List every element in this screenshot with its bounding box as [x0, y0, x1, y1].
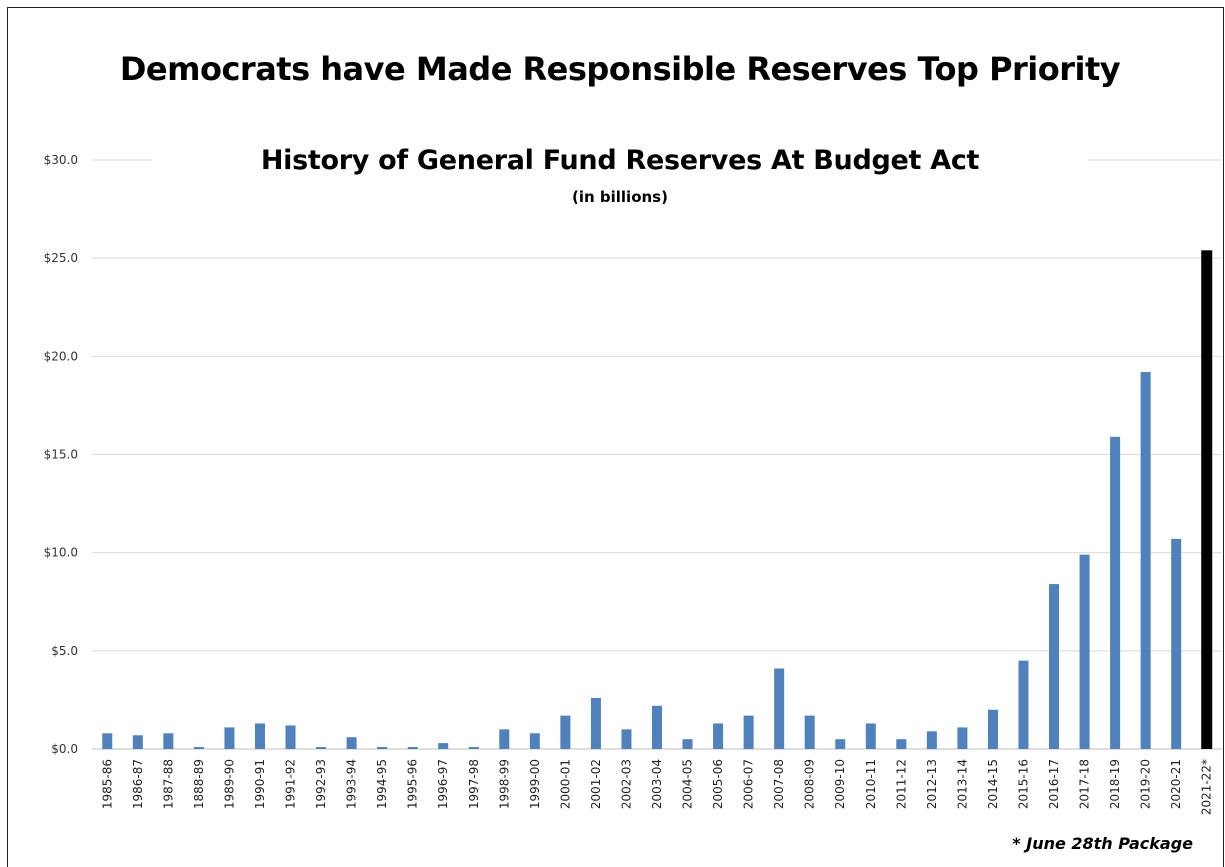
bar-1993-94: [346, 737, 357, 749]
bar-2011-12: [896, 739, 907, 749]
bar-1996-97: [438, 743, 449, 749]
x-tick-label: 2007-08: [772, 759, 786, 809]
bar-2017-18: [1079, 554, 1090, 749]
bar-2013-14: [957, 727, 968, 749]
x-tick-label: 1985-86: [100, 759, 114, 809]
bar-1989-90: [224, 727, 235, 749]
x-tick-label: 2010-11: [864, 759, 878, 809]
x-tick-label: 2017-18: [1078, 759, 1092, 809]
bar-2003-04: [652, 705, 662, 749]
x-tick-label: 1992-93: [314, 759, 328, 809]
bar-1999-00: [529, 733, 540, 749]
x-tick-label: 1995-96: [406, 759, 420, 809]
bar-2004-05: [682, 739, 693, 749]
bar-2000-01: [560, 715, 571, 749]
bar-1991-92: [285, 725, 296, 749]
x-tick-label: 2020-21: [1169, 759, 1183, 809]
bar-2005-06: [713, 723, 724, 749]
bar-1995-96: [407, 747, 418, 749]
chart-title: Democrats have Made Responsible Reserves…: [119, 50, 1121, 88]
y-tick-label: $30.0: [44, 153, 78, 167]
y-tick-label: $15.0: [44, 448, 78, 462]
x-tick-label: 2009-10: [833, 759, 847, 809]
bar-2008-09: [804, 715, 815, 749]
bar-1994-95: [377, 747, 388, 749]
bar-1992-93: [316, 747, 327, 749]
x-tick-label: 1996-97: [436, 759, 450, 809]
x-tick-label: 2002-03: [619, 759, 633, 809]
bar-2009-10: [835, 739, 846, 749]
bar-2001-02: [590, 697, 601, 749]
x-tick-label: 2001-02: [589, 759, 603, 809]
x-tick-label: 1999-00: [528, 759, 542, 809]
x-tick-label: 2015-16: [1016, 759, 1030, 809]
x-tick-label: 2018-19: [1108, 759, 1122, 809]
x-tick-label: 2016-17: [1047, 759, 1061, 809]
bar-2020-21: [1171, 538, 1182, 749]
x-tick-label: 2006-07: [742, 759, 756, 809]
x-tick-label: 2003-04: [650, 759, 664, 809]
x-tick-label: 1888-89: [192, 759, 206, 809]
bar-2014-15: [987, 709, 998, 749]
bar-1990-91: [254, 723, 265, 749]
x-tick-label: 2000-01: [558, 759, 572, 809]
x-tick-label: 2011-12: [894, 759, 908, 809]
bar-2019-20: [1140, 372, 1151, 749]
bar-2002-03: [621, 729, 632, 749]
y-tick-label: $20.0: [44, 349, 78, 363]
chart-subtitle: History of General Fund Reserves At Budg…: [260, 145, 980, 176]
bar-1997-98: [468, 747, 479, 749]
x-tick-label: 1990-91: [253, 759, 267, 809]
x-tick-label: 1993-94: [345, 759, 359, 809]
x-tick-label: 1991-92: [284, 759, 298, 809]
bar-1888-89: [193, 747, 204, 749]
x-tick-label: 2019-20: [1139, 759, 1153, 809]
bar-2007-08: [774, 668, 785, 749]
bar-2021-22*: [1201, 250, 1213, 749]
y-tick-label: $10.0: [44, 546, 78, 560]
footnote: * June 28th Package: [1012, 834, 1193, 853]
x-tick-label: 1997-98: [467, 759, 481, 809]
x-tick-label: 1994-95: [375, 759, 389, 809]
x-tick-label: 2012-13: [925, 759, 939, 809]
x-tick-label: 1986-87: [131, 759, 145, 809]
x-tick-label: 1987-88: [161, 759, 175, 809]
x-tick-label: 2013-14: [955, 759, 969, 809]
bar-1998-99: [499, 729, 510, 749]
bar-2016-17: [1049, 584, 1060, 749]
bar-2010-11: [865, 723, 876, 749]
x-tick-label: 2021-22*: [1200, 759, 1214, 815]
bar-2012-13: [926, 731, 937, 749]
x-tick-label: 1998-99: [497, 759, 511, 809]
bar-2015-16: [1018, 660, 1029, 749]
y-tick-label: $0.0: [51, 742, 78, 756]
y-tick-label: $25.0: [44, 251, 78, 265]
bar-1986-87: [132, 735, 143, 749]
x-tick-label: 2005-06: [711, 759, 725, 809]
y-tick-label: $5.0: [51, 644, 78, 658]
chart-frame: [7, 7, 1224, 867]
x-tick-label: 2008-09: [803, 759, 817, 809]
x-tick-label: 2004-05: [681, 759, 695, 809]
x-tick-label: 1989-90: [222, 759, 236, 809]
bar-2018-19: [1110, 436, 1121, 749]
x-tick-label: 2014-15: [986, 759, 1000, 809]
bar-1985-86: [102, 733, 113, 749]
bar-1987-88: [163, 733, 174, 749]
bar-2006-07: [743, 715, 754, 749]
units-note: (in billions): [572, 188, 668, 206]
